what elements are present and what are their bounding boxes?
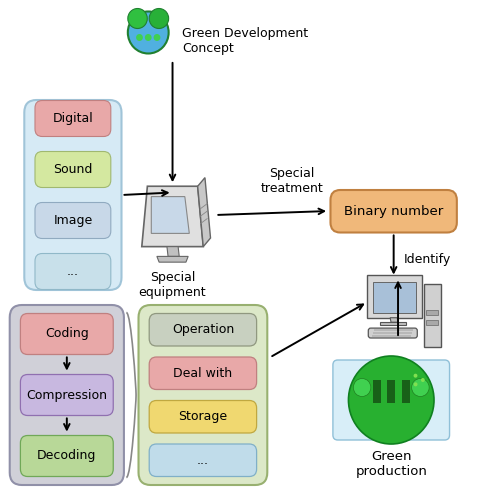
Bar [374,328,413,331]
Bar [387,380,395,402]
Circle shape [414,382,417,386]
Polygon shape [167,246,179,256]
FancyBboxPatch shape [24,100,122,290]
Bar [424,284,441,347]
FancyBboxPatch shape [35,202,111,238]
Text: ...: ... [197,454,209,467]
Polygon shape [142,186,203,246]
Bar [367,275,422,318]
Polygon shape [157,256,188,262]
Text: Image: Image [53,214,92,227]
Text: Special
treatment: Special treatment [260,167,323,195]
Circle shape [149,8,169,28]
Circle shape [128,8,147,28]
Text: Digital: Digital [52,112,93,125]
Polygon shape [151,196,189,234]
FancyBboxPatch shape [35,152,111,188]
FancyBboxPatch shape [330,190,457,232]
FancyBboxPatch shape [139,305,267,485]
Text: Binary number: Binary number [344,205,443,218]
FancyBboxPatch shape [35,254,111,290]
Text: Deal with: Deal with [174,367,232,380]
FancyBboxPatch shape [10,305,124,485]
FancyBboxPatch shape [20,374,113,416]
FancyBboxPatch shape [149,357,257,390]
Circle shape [412,378,429,396]
Polygon shape [198,178,210,246]
Circle shape [414,374,417,378]
Text: Compression: Compression [26,388,107,402]
Text: Operation: Operation [172,324,234,336]
Text: Green Development
Concept: Green Development Concept [182,27,309,55]
Text: Storage: Storage [178,410,227,423]
FancyBboxPatch shape [368,328,417,338]
Text: Decoding: Decoding [37,450,97,462]
Text: Sound: Sound [53,163,93,176]
FancyBboxPatch shape [149,444,257,476]
Polygon shape [390,318,398,322]
Text: Green
production: Green production [355,450,427,478]
FancyBboxPatch shape [20,436,113,476]
FancyBboxPatch shape [149,400,257,433]
Circle shape [353,378,371,396]
Bar [427,320,438,324]
Bar [380,322,406,326]
Circle shape [145,34,152,41]
Circle shape [348,356,434,444]
Text: Identify: Identify [403,254,451,266]
Bar [427,310,438,314]
FancyBboxPatch shape [333,360,450,440]
Bar [373,380,381,402]
Circle shape [154,34,160,41]
Circle shape [128,12,169,53]
FancyBboxPatch shape [149,314,257,346]
FancyBboxPatch shape [20,314,113,354]
Text: Special
equipment: Special equipment [139,272,207,299]
Circle shape [421,378,425,382]
Bar [373,282,417,313]
Text: ...: ... [67,265,79,278]
Text: Coding: Coding [45,328,89,340]
Bar [402,380,410,402]
Bar [372,335,411,337]
Bar [373,332,412,334]
FancyBboxPatch shape [35,100,111,136]
Circle shape [136,34,143,41]
